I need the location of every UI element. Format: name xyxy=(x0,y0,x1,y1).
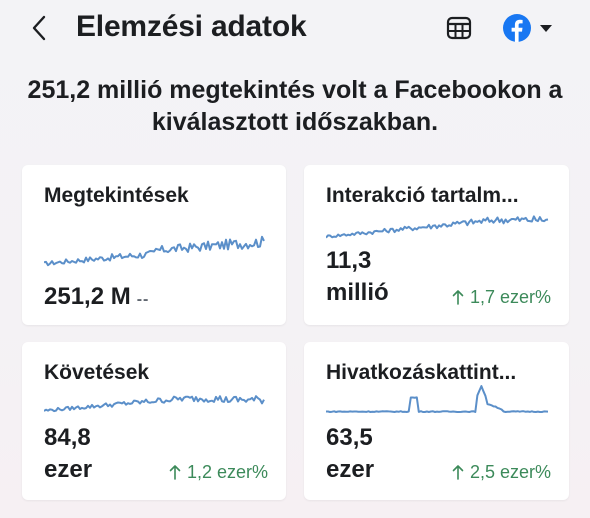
card-value-line1: 84,8 xyxy=(44,424,91,451)
card-value-line1: 63,5 xyxy=(326,424,373,451)
summary-text: 251,2 millió megtekintés volt a Facebook… xyxy=(27,76,563,136)
arrow-up-icon xyxy=(452,465,464,480)
arrow-up-icon xyxy=(452,290,464,305)
card-value: 251,2 M -- xyxy=(44,281,149,316)
change-indicator: 1,2 ezer% xyxy=(169,462,268,483)
header-bar: Elemzési adatok xyxy=(0,0,590,56)
sparkline-path xyxy=(44,395,265,413)
card-follows[interactable]: Követések 84,8 ezer 1,2 ezer% xyxy=(22,342,286,500)
card-value-line1: 11,3 xyxy=(326,247,372,274)
card-title: Interakció tartalm... xyxy=(326,184,519,207)
delta-placeholder: -- xyxy=(136,291,150,308)
facebook-icon xyxy=(503,14,531,42)
sparkline-path xyxy=(326,385,549,413)
card-value-line2: millió xyxy=(326,279,389,306)
card-views[interactable]: Megtekintések 251,2 M -- xyxy=(22,165,286,325)
page-title: Elemzési adatok xyxy=(76,10,307,43)
change-indicator: 1,7 ezer% xyxy=(452,287,551,308)
change-indicator: 2,5 ezer% xyxy=(452,462,551,483)
calendar-grid-icon[interactable] xyxy=(446,15,472,41)
follows-sparkline xyxy=(44,395,265,413)
card-engagement[interactable]: Interakció tartalm... 11,3 millió 1,7 ez… xyxy=(304,165,569,325)
chevron-left-icon[interactable] xyxy=(28,14,50,42)
platform-switcher[interactable] xyxy=(503,13,557,43)
card-value-line2: ezer xyxy=(326,456,375,483)
value-text: 251,2 M xyxy=(44,283,131,310)
card-title: Megtekintések xyxy=(44,184,189,207)
card-link-clicks[interactable]: Hivatkozáskattint... 63,5 ezer 2,5 ezer% xyxy=(304,342,569,500)
caret-down-icon xyxy=(540,25,552,32)
sparkline-path xyxy=(326,215,549,239)
change-text: 1,2 ezer% xyxy=(186,462,268,482)
engagement-sparkline xyxy=(326,215,549,239)
views-sparkline xyxy=(44,235,265,267)
change-text: 2,5 ezer% xyxy=(469,462,551,482)
sparkline-path xyxy=(44,235,265,267)
change-text: 1,7 ezer% xyxy=(469,287,551,307)
arrow-up-icon xyxy=(169,465,181,480)
card-value-line2: ezer xyxy=(44,456,93,483)
link-clicks-sparkline xyxy=(326,385,549,413)
card-title: Követések xyxy=(44,361,150,384)
